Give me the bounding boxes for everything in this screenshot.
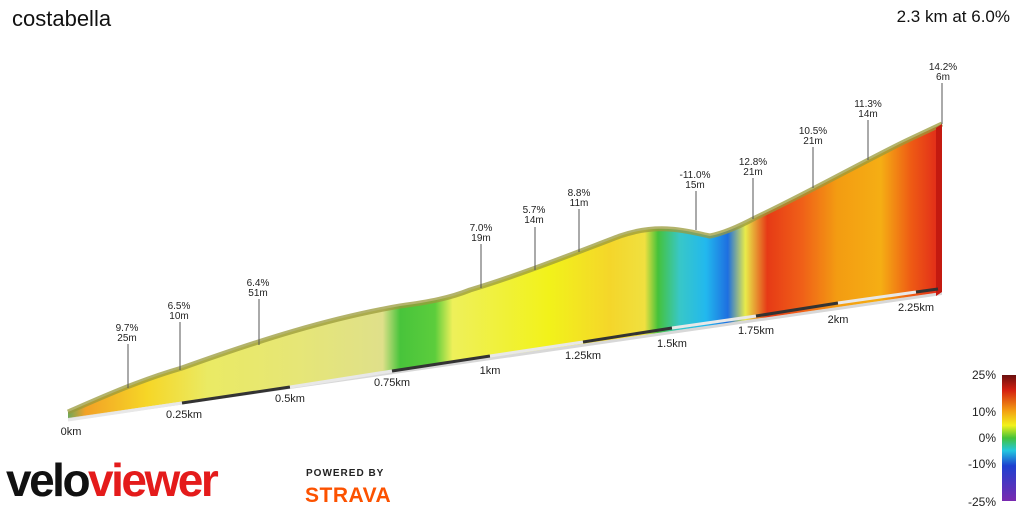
x-tick-label: 2.25km [898, 302, 934, 314]
annotation-grade: 5.7% [523, 205, 546, 216]
gradient-legend: 25% 10% 0% -10% -25% [968, 368, 1016, 509]
annotation-length: 15m [685, 180, 704, 191]
veloviewer-logo: veloviewer [6, 454, 219, 506]
climb-summary: 2.3 km at 6.0% [896, 7, 1010, 26]
powered-by-label: POWERED BY [306, 468, 384, 479]
x-tick-label: 0km [61, 426, 82, 438]
distance-scale-bar [67, 287, 939, 422]
veloviewer-logo-viewer: viewer [88, 454, 219, 506]
legend-tick-label: -10% [968, 457, 996, 471]
x-tick-label: 0.75km [374, 377, 410, 389]
x-tick-label: 0.5km [275, 393, 305, 405]
annotation-grade: 6.4% [247, 278, 270, 289]
strava-logo: STRAVA [305, 484, 391, 507]
annotation-length: 11m [570, 198, 589, 209]
annotation-length: 21m [743, 167, 762, 178]
annotation-grade: -11.0% [680, 170, 711, 181]
brand-bar: veloviewer POWERED BY STRAVA [6, 454, 391, 507]
annotation-length: 19m [471, 233, 490, 244]
elevation-profile-area [68, 124, 942, 418]
annotation-grade: 14.2% [929, 62, 957, 73]
annotation-length: 21m [803, 136, 822, 147]
profile-ridge [66, 121, 944, 415]
annotation-length: 25m [117, 333, 136, 344]
legend-tick-label: 0% [979, 431, 997, 445]
x-tick-label: 1.25km [565, 350, 601, 362]
x-tick-label: 1km [480, 365, 501, 377]
legend-tick-label: -25% [968, 495, 996, 509]
legend-tick-label: 10% [972, 405, 996, 419]
annotation-grade: 11.3% [854, 99, 882, 110]
profile-end-cap [936, 124, 942, 296]
annotation-length: 6m [936, 72, 950, 83]
annotation-length: 10m [169, 311, 188, 322]
annotation-grade: 6.5% [168, 301, 191, 312]
legend-tick-label: 25% [972, 368, 996, 382]
annotation-grade: 10.5% [799, 126, 827, 137]
annotation-grade: 7.0% [470, 223, 493, 234]
gradient-legend-bar [1002, 375, 1016, 501]
annotation-length: 51m [248, 288, 267, 299]
page-title: costabella [12, 6, 112, 31]
x-tick-label: 2km [828, 314, 849, 326]
annotation-grade: 8.8% [568, 188, 591, 199]
annotation-length: 14m [858, 109, 877, 120]
annotation-length: 14m [524, 215, 543, 226]
x-tick-label: 0.25km [166, 409, 202, 421]
annotation-grade: 12.8% [739, 157, 767, 168]
x-tick-label: 1.75km [738, 325, 774, 337]
annotation-grade: 9.7% [116, 323, 139, 334]
x-tick-label: 1.5km [657, 338, 687, 350]
annotation-leaders [127, 83, 943, 388]
